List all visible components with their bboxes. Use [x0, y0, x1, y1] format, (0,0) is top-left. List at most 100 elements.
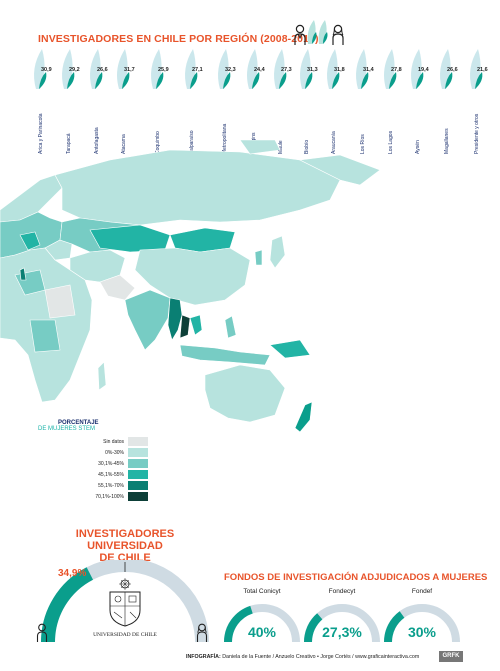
- region-item: 26,6 Antofagasta: [86, 48, 108, 154]
- region-item: 30,9 Arica y Parinacota: [30, 48, 52, 154]
- fondo-label: Total Conicyt: [243, 588, 281, 595]
- fondo-label: Fondef: [411, 588, 433, 595]
- legend-swatch: [128, 481, 148, 490]
- fondo-gauge: Fondef 30%: [382, 586, 462, 646]
- fondo-percent: 27,3%: [322, 624, 362, 640]
- leaf-icon: [62, 49, 75, 89]
- world-map: [0, 140, 381, 433]
- region-item: 31,3 Biobío: [296, 48, 318, 154]
- legend-item: 45,1%-55%: [38, 469, 148, 480]
- region-item: 19,4 Aysén: [407, 48, 429, 154]
- leaf-icon: [327, 49, 340, 89]
- fondo-percent: 40%: [247, 624, 277, 640]
- region-value: 19,4: [418, 67, 429, 73]
- region-value: 26,6: [97, 67, 108, 73]
- legend-item: 30,1%-45%: [38, 458, 148, 469]
- fondos-title: FONDOS DE INVESTIGACIÓN ADJUDICADOS A MU…: [224, 572, 488, 583]
- legend-swatch: [128, 437, 148, 446]
- universidad-title: INVESTIGADORES UNIVERSIDAD DE CHILE: [60, 528, 190, 564]
- leaf-icon: [274, 49, 287, 89]
- legend-swatch: [128, 448, 148, 457]
- region-value: 25,9: [158, 67, 169, 73]
- region-item: 21,6 Presidente y otros: [466, 48, 488, 154]
- legend-swatch: [128, 492, 148, 501]
- universidad-title-line: UNIVERSIDAD: [87, 540, 163, 552]
- region-value: 29,2: [69, 67, 80, 73]
- leaf-icon: [356, 49, 369, 89]
- leaf-icon: [247, 49, 260, 89]
- region-item: 31,7 Atacama: [113, 48, 135, 154]
- region-item: 24,4 O'Higgins: [243, 48, 265, 154]
- fondo-gauge: Fondecyt 27,3%: [302, 586, 382, 646]
- region-item: 25,9 Coquimbo: [147, 48, 169, 154]
- region-item: 31,4 Los Ríos: [352, 48, 374, 154]
- leaf-icon: [470, 49, 483, 89]
- universidad-logo-text: UNIVERSIDAD DE CHILE: [93, 632, 157, 638]
- universidad-gauge: [41, 560, 209, 643]
- page-title: INVESTIGADORES EN CHILE POR REGIÓN (2008…: [38, 33, 319, 45]
- region-value: 31,3: [307, 67, 318, 73]
- credits-text: Daniela de la Fuente / Anzuelo Creativo …: [222, 654, 420, 660]
- region-item: 29,2 Tarapacá: [58, 48, 80, 154]
- legend-item: 0%-30%: [38, 447, 148, 458]
- region-value: 21,6: [477, 67, 488, 73]
- leaf-icon: [151, 49, 164, 89]
- region-item: 31,8 Araucanía: [323, 48, 345, 154]
- legend-swatch: [128, 470, 148, 479]
- brand-logo: GRFK: [439, 651, 463, 662]
- leaf-icon: [384, 49, 397, 89]
- male-researcher-icon: [36, 623, 48, 642]
- region-value: 27,1: [192, 67, 203, 73]
- region-value: 31,4: [363, 67, 374, 73]
- legend-label: 55,1%-70%: [98, 482, 124, 489]
- legend-item: 55,1%-70%: [38, 480, 148, 491]
- legend-subtitle: DE MUJERES STEM: [38, 426, 96, 432]
- region-item: 27,1 Valparaíso: [181, 48, 203, 154]
- legend-swatch: [128, 459, 148, 468]
- female-researcher-icon: [196, 623, 208, 642]
- fondo-arc: [304, 604, 380, 643]
- credits-label: INFOGRAFÍA:: [186, 654, 221, 660]
- header-leaf-icons: [307, 20, 328, 44]
- legend-title: PORCENTAJE: [58, 420, 99, 426]
- female-researcher-icon: [332, 24, 344, 45]
- legend-label: 0%-30%: [105, 449, 124, 456]
- region-value: 31,7: [124, 67, 135, 73]
- leaf-icon: [411, 49, 424, 89]
- universidad-title-line: INVESTIGADORES: [75, 528, 175, 540]
- region-item: 26,6 Magallanes: [436, 48, 458, 154]
- fondo-label: Fondecyt: [328, 588, 356, 595]
- legend-item: Sin datos: [38, 436, 148, 447]
- fondo-gauge: Total Conicyt 40%: [222, 586, 302, 646]
- region-item: 27,8 Los Lagos: [380, 48, 402, 154]
- legend-label: 45,1%-55%: [98, 471, 124, 478]
- region-value: 31,8: [334, 67, 345, 73]
- male-researcher-icon: [294, 24, 306, 45]
- universidad-percent: 34,9%: [58, 568, 87, 579]
- region-value: 30,9: [41, 67, 52, 73]
- universidad-crest-icon: [109, 578, 141, 627]
- fondo-arc: [224, 604, 300, 643]
- fondo-arc: [384, 604, 460, 643]
- region-value: 32,3: [225, 67, 236, 73]
- region-item: 32,3 Metropolitana: [214, 48, 236, 154]
- legend-label: Sin datos: [103, 438, 124, 445]
- leaf-icon: [185, 49, 198, 89]
- map-legend: PORCENTAJE DE MUJERES STEM Sin datos 0%-…: [38, 420, 148, 502]
- leaf-icon: [34, 49, 47, 89]
- fondo-percent: 30%: [407, 624, 437, 640]
- region-item: 27,3 Maule: [270, 48, 292, 154]
- leaf-icon: [218, 49, 231, 89]
- legend-label: 30,1%-45%: [98, 460, 124, 467]
- credits-footer: INFOGRAFÍA: Daniela de la Fuente / Anzue…: [186, 654, 419, 660]
- region-value: 26,6: [447, 67, 458, 73]
- legend-item: 70,1%-100%: [38, 491, 148, 502]
- leaf-icon: [117, 49, 130, 89]
- legend-label: 70,1%-100%: [95, 493, 124, 500]
- leaf-icon: [300, 49, 313, 89]
- region-value: 24,4: [254, 67, 265, 73]
- leaf-icon: [440, 49, 453, 89]
- region-value: 27,8: [391, 67, 402, 73]
- leaf-icon: [90, 49, 103, 89]
- region-value: 27,3: [281, 67, 292, 73]
